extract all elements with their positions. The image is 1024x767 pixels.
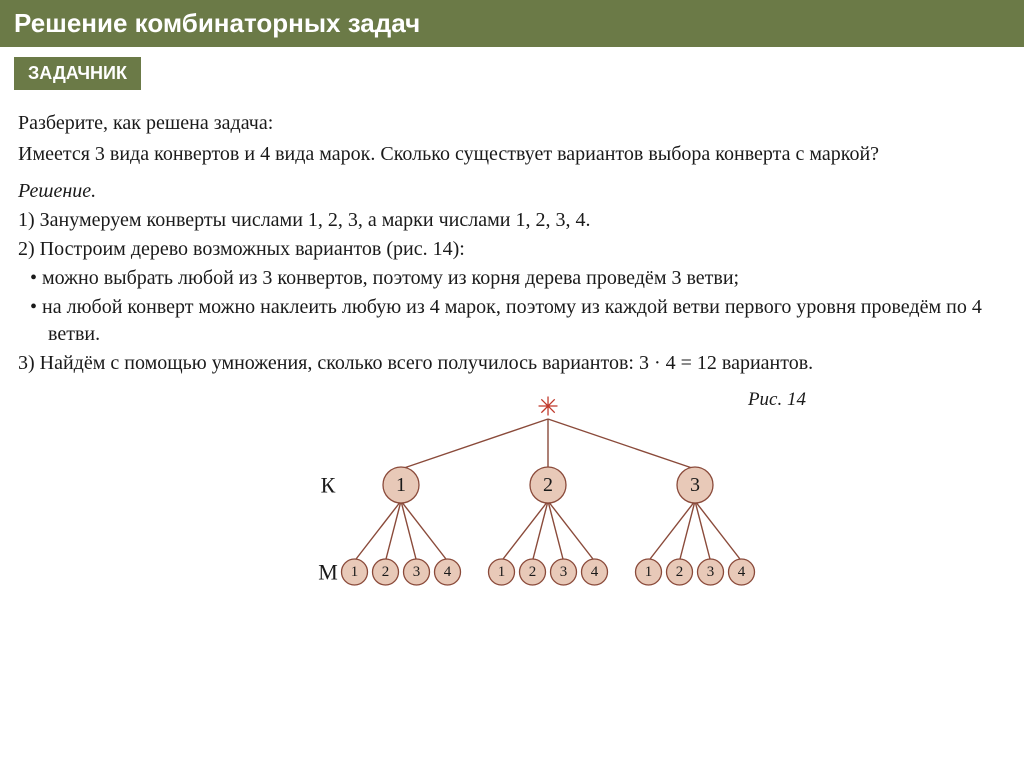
svg-text:3: 3 bbox=[560, 564, 568, 580]
svg-text:1: 1 bbox=[351, 564, 359, 580]
svg-text:1: 1 bbox=[498, 564, 506, 580]
svg-text:1: 1 bbox=[396, 474, 406, 496]
svg-text:3: 3 bbox=[690, 474, 700, 496]
bullet-1: можно выбрать любой из 3 конвертов, поэт… bbox=[18, 265, 1006, 292]
section-badge: ЗАДАЧНИК bbox=[14, 57, 141, 90]
content-area: Разберите, как решена задача: Имеется 3 … bbox=[0, 90, 1024, 617]
svg-text:4: 4 bbox=[738, 564, 746, 580]
svg-text:2: 2 bbox=[676, 564, 684, 580]
step-3: 3) Найдём с помощью умножения, сколько в… bbox=[18, 350, 1006, 377]
svg-text:4: 4 bbox=[444, 564, 452, 580]
tree-diagram: Рис. 14 ✳123123412341234КМ bbox=[18, 387, 1006, 607]
svg-text:✳: ✳ bbox=[537, 393, 559, 422]
svg-text:3: 3 bbox=[707, 564, 715, 580]
svg-text:2: 2 bbox=[382, 564, 390, 580]
svg-text:1: 1 bbox=[645, 564, 653, 580]
tree-svg: ✳ 1 2 3 1 2 3 4 1 2 3 4 1 2 3 4 К М bbox=[18, 387, 1024, 607]
svg-text:М: М bbox=[318, 560, 338, 585]
bullet-2: на любой конверт можно наклеить любую из… bbox=[18, 294, 1006, 348]
svg-text:2: 2 bbox=[543, 474, 553, 496]
step-1: 1) Занумеруем конверты числами 1, 2, 3, … bbox=[18, 207, 1006, 234]
intro-text: Разберите, как решена задача: bbox=[18, 110, 1006, 137]
solution-label: Решение. bbox=[18, 178, 1006, 205]
svg-text:2: 2 bbox=[529, 564, 537, 580]
svg-text:4: 4 bbox=[591, 564, 599, 580]
svg-text:К: К bbox=[321, 473, 336, 498]
step-2: 2) Построим дерево возможных вариантов (… bbox=[18, 236, 1006, 263]
svg-text:3: 3 bbox=[413, 564, 421, 580]
problem-text: Имеется 3 вида конвертов и 4 вида марок.… bbox=[18, 141, 1006, 168]
page-title: Решение комбинаторных задач bbox=[0, 0, 1024, 47]
